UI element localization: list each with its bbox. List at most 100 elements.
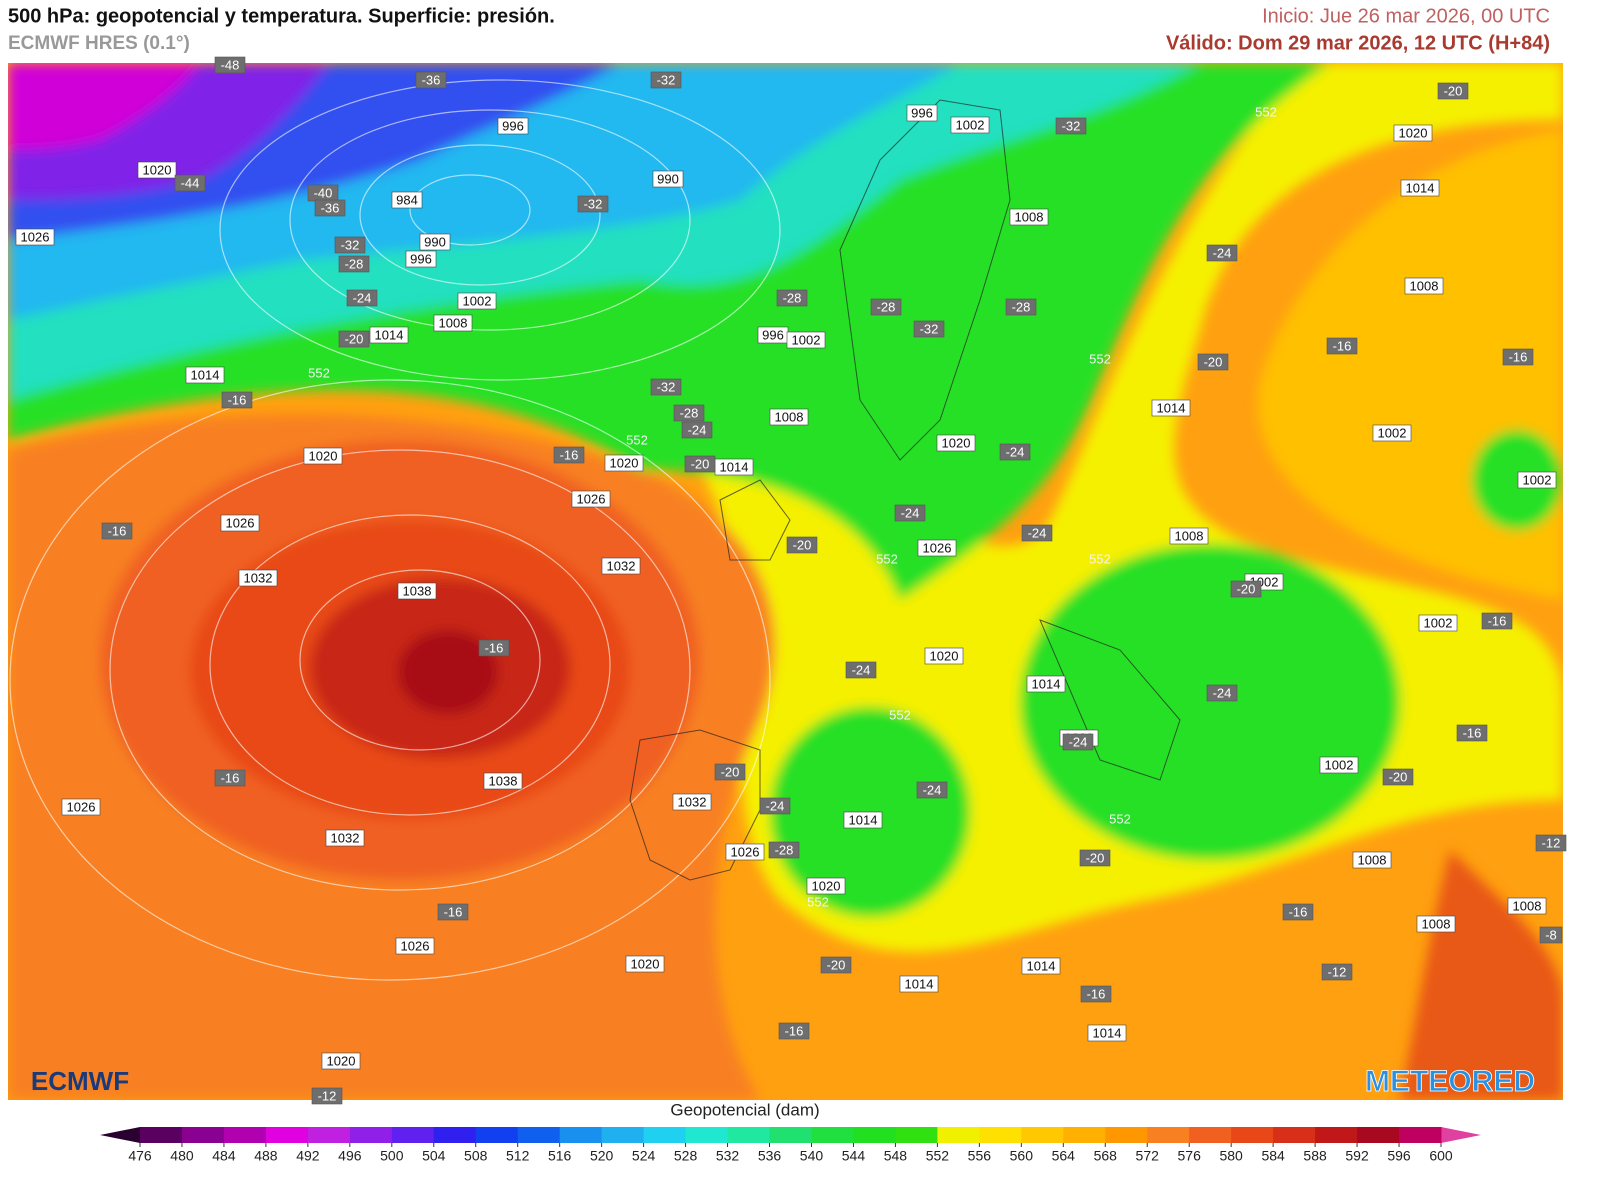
temperature-label-box [1502,348,1534,366]
pressure-label: 1020 [631,956,660,971]
temperature-label: -20 [1086,850,1105,865]
color-swatch [979,1127,1022,1143]
temperature-label: -32 [657,72,676,87]
color-swatch [601,1127,645,1143]
pressure-label-box [1416,915,1456,933]
contour-label: 552 [1089,551,1111,566]
temperature-label: -24 [1069,734,1088,749]
temperature-label-box [1481,612,1513,630]
temperature-label-box [1437,82,1469,100]
pressure-label-box [806,877,846,895]
color-swatch [181,1127,225,1143]
pressure-label-box [369,326,409,344]
pressure-label: 1026 [226,515,255,530]
temperature-label-box [1535,834,1567,852]
pressure-label: 996 [410,251,432,266]
temperature-label-box [314,199,346,217]
color-swatch [1189,1127,1232,1143]
pressure-label-box [604,454,644,472]
pressure-label: 1020 [1399,125,1428,140]
temperature-label: -24 [923,782,942,797]
temperature-label: -16 [221,770,240,785]
pressure-label: 1020 [930,648,959,663]
temperature-label-box [768,841,800,859]
temperature-label-box [334,236,366,254]
temperature-label: -16 [1333,338,1352,353]
temperature-label-box [916,781,948,799]
temperature-label: -32 [920,321,939,336]
temperature-label: -28 [345,256,364,271]
color-swatch [895,1127,938,1143]
temperature-label: -24 [852,662,871,677]
pressure-label-box [1507,897,1547,915]
temperature-label-box [101,522,133,540]
temperature-label-box [1382,768,1414,786]
temperature-label-box [999,443,1031,461]
color-swatch [1021,1127,1064,1143]
contour-label: 552 [889,707,911,722]
pressure-label-box [917,539,957,557]
pressure-label: 1014 [191,367,220,382]
meteored-logo: METEORED [1365,1065,1535,1098]
colorbar-tick-label: 492 [296,1148,320,1164]
pressure-label: 1008 [1015,209,1044,224]
pressure-label-box [1400,179,1440,197]
colorbar-tick-label: 588 [1303,1148,1327,1164]
colorbar-tick-label: 544 [842,1148,866,1164]
pressure-label-box [1517,471,1557,489]
temperature-label-box [1456,724,1488,742]
pressure-label: 1020 [143,162,172,177]
temperature-label: -16 [108,523,127,538]
pressure-label-box [906,104,938,122]
temperature-label: -24 [901,505,920,520]
temperature-label-box [415,71,447,89]
pressure-label: 1014 [1157,400,1186,415]
temperature-label: -20 [691,456,710,471]
color-swatch [1273,1127,1316,1143]
contour-label: 552 [308,365,330,380]
model-name: ECMWF HRES (0.1°) [8,33,190,54]
temperature-label: -20 [827,957,846,972]
pressure-label-box [457,292,497,310]
pressure-label: 1008 [1410,278,1439,293]
colorbar-tick-label: 496 [338,1148,362,1164]
colorbar-tick-label: 560 [1010,1148,1034,1164]
temperature-label: -20 [793,537,812,552]
pressure-label: 1038 [403,583,432,598]
pressure-label-box [325,829,365,847]
temperature-label-box [311,1087,343,1105]
temperature-label: -24 [1213,685,1232,700]
colorbar-tick-label: 528 [674,1148,698,1164]
color-swatch [559,1127,603,1143]
pressure-label: 1008 [1358,852,1387,867]
temperature-label: -20 [1237,581,1256,596]
color-swatch [349,1127,393,1143]
contour-label: 552 [1255,104,1277,119]
temperature-label-box [1282,903,1314,921]
temperature-label-box [778,1022,810,1040]
temperature-label-box [1079,849,1111,867]
pressure-label-box [321,1052,361,1070]
color-swatch [140,1127,183,1143]
pressure-label: 996 [502,118,524,133]
color-swatch [475,1127,519,1143]
temperature-label-box [684,455,716,473]
colorbar-tick-label: 484 [212,1148,236,1164]
pressure-label: 1014 [375,327,404,342]
colorbar-tick-label: 552 [926,1148,950,1164]
contour-label: 552 [1089,351,1111,366]
pressure-label: 1008 [1175,528,1204,543]
pressure-label-box [1169,527,1209,545]
temperature-label: -32 [657,379,676,394]
pressure-label-box [137,161,177,179]
temperature-label: -20 [345,331,364,346]
color-swatch [391,1127,435,1143]
colorbar-tick-label: 488 [254,1148,278,1164]
temperature-label: -16 [485,640,504,655]
temperature-label: -24 [353,290,372,305]
temperature-label: -16 [1289,904,1308,919]
colorbar-tick-label: 504 [422,1148,446,1164]
temperature-label-box [221,391,253,409]
contour-label: 552 [876,551,898,566]
temperature-label-box [1005,298,1037,316]
